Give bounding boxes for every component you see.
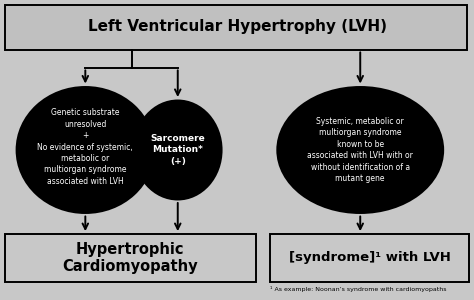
FancyBboxPatch shape <box>5 234 256 282</box>
Text: Genetic substrate
unresolved
+
No evidence of systemic,
metabolic or
multiorgan : Genetic substrate unresolved + No eviden… <box>37 108 133 186</box>
FancyBboxPatch shape <box>5 5 467 50</box>
Text: Hypertrophic
Cardiomyopathy: Hypertrophic Cardiomyopathy <box>63 242 198 274</box>
Ellipse shape <box>277 87 443 213</box>
Text: ¹ As example: Noonan’s syndrome with cardiomyopaths: ¹ As example: Noonan’s syndrome with car… <box>270 286 447 292</box>
Text: [syndrome]¹ with LVH: [syndrome]¹ with LVH <box>289 251 451 265</box>
Text: Sarcomere
Mutation*
(+): Sarcomere Mutation* (+) <box>150 134 205 166</box>
Ellipse shape <box>17 87 154 213</box>
Ellipse shape <box>134 100 222 200</box>
FancyBboxPatch shape <box>270 234 469 282</box>
Text: Left Ventricular Hypertrophy (LVH): Left Ventricular Hypertrophy (LVH) <box>88 19 386 34</box>
Text: Systemic, metabolic or
multiorgan syndrome
known to be
associated with LVH with : Systemic, metabolic or multiorgan syndro… <box>307 117 413 183</box>
